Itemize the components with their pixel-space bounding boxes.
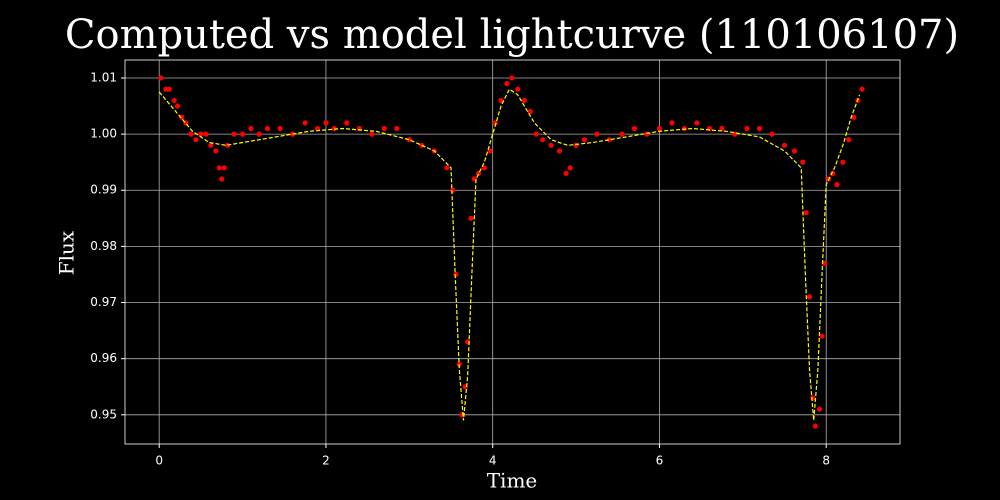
data-point [803,210,809,216]
data-point [193,137,199,143]
data-point [219,176,225,182]
data-point [487,148,493,154]
x-tick-label: 6 [656,454,664,468]
data-point [444,165,450,171]
y-tick-label: 0.95 [90,407,117,421]
y-tick-label: 0.98 [90,239,117,253]
x-tick-label: 0 [155,454,163,468]
data-point [533,131,539,137]
data-point [492,120,498,126]
data-point [769,131,775,137]
y-tick-label: 0.97 [90,295,117,309]
data-point [203,131,209,137]
data-point [631,125,638,132]
data-point [669,120,675,126]
data-point [548,142,554,148]
data-point [468,215,474,221]
data-point [213,148,219,154]
data-point [573,142,579,148]
data-point [208,142,214,148]
data-point [656,125,663,132]
data-point [331,125,337,132]
data-point [781,142,788,148]
data-point [521,97,527,104]
data-point [481,165,487,171]
data-point [606,137,613,143]
data-point [221,165,227,171]
data-point [498,97,504,104]
data-point [719,125,725,132]
data-point [567,165,573,171]
model-line [158,88,861,421]
data-point [171,97,177,104]
data-point [509,75,515,81]
data-point [239,131,246,137]
y-axis-label: Flux [55,230,79,275]
data-point [556,148,563,154]
data-point [166,86,172,92]
plot-frame [124,59,901,445]
data-point [369,131,375,137]
data-point [179,114,185,120]
data-point [800,159,806,165]
data-point [594,131,600,137]
data-point [315,125,321,132]
data-point [344,120,350,126]
data-point [810,395,816,401]
data-point [450,187,456,193]
data-point [231,131,237,137]
y-tick-label: 0.96 [90,351,117,365]
data-point [806,294,813,300]
data-point [216,165,222,171]
data-point [453,271,459,278]
data-point [381,125,387,132]
chart-title: Computed vs model lightcurve (110106107) [65,12,959,58]
data-point [834,182,840,188]
y-tick-label: 1.00 [90,127,117,141]
data-point [791,148,798,154]
data-point [394,125,400,132]
data-point [277,125,283,132]
data-point [840,159,846,165]
data-point [821,260,828,266]
data-point [694,120,700,126]
data-point [681,125,688,132]
data-point [302,120,308,126]
data-point [264,125,271,132]
data-point [581,137,588,143]
data-point [248,125,254,132]
x-tick-label: 4 [489,454,497,468]
y-tick-label: 1.01 [90,70,117,84]
y-tick-label: 0.99 [90,183,117,197]
data-point [527,109,533,115]
data-point [619,131,625,137]
data-point [515,86,521,92]
data-point [859,86,865,92]
data-point [198,131,204,137]
data-point [540,137,546,143]
data-point [323,120,329,126]
data-point [406,137,412,143]
data-point [158,75,164,81]
data-point [644,131,650,137]
data-point [188,131,194,137]
x-axis-label: Time [487,469,538,493]
data-point [819,333,825,339]
data-point [563,170,569,177]
data-point [816,406,823,412]
data-point [851,114,857,120]
data-point [744,125,750,132]
x-tick-label: 8 [822,454,830,468]
data-point [756,125,763,132]
x-tick-label: 2 [322,454,330,468]
data-point [846,137,852,143]
data-point [256,131,262,137]
data-point [812,423,818,429]
data-point [504,80,510,87]
data-point [174,103,181,109]
